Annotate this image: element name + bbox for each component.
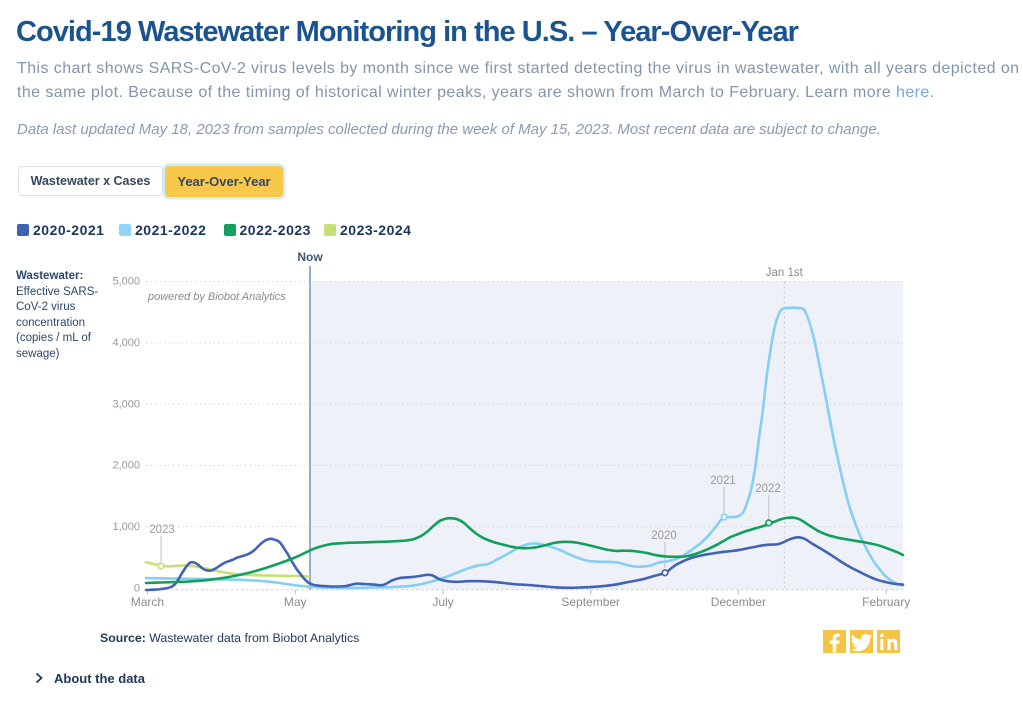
svg-text:2022: 2022 (755, 483, 781, 495)
svg-text:December: December (711, 595, 766, 609)
svg-text:1,000: 1,000 (112, 521, 140, 533)
svg-text:powered by Biobot Analytics: powered by Biobot Analytics (147, 291, 286, 303)
svg-text:2021: 2021 (710, 475, 736, 487)
svg-text:July: July (432, 595, 453, 609)
svg-text:Jan 1st: Jan 1st (766, 267, 804, 279)
svg-text:4,000: 4,000 (112, 337, 140, 349)
svg-text:2,000: 2,000 (112, 460, 140, 472)
svg-text:September: September (561, 595, 620, 609)
svg-text:Now: Now (297, 250, 323, 264)
svg-text:2023: 2023 (149, 524, 175, 536)
svg-text:February: February (862, 595, 910, 609)
svg-text:3,000: 3,000 (112, 398, 140, 410)
svg-text:May: May (284, 595, 307, 609)
svg-text:0: 0 (134, 582, 140, 594)
svg-text:2020: 2020 (651, 530, 677, 542)
svg-text:March: March (131, 595, 164, 609)
svg-text:5,000: 5,000 (112, 276, 140, 288)
